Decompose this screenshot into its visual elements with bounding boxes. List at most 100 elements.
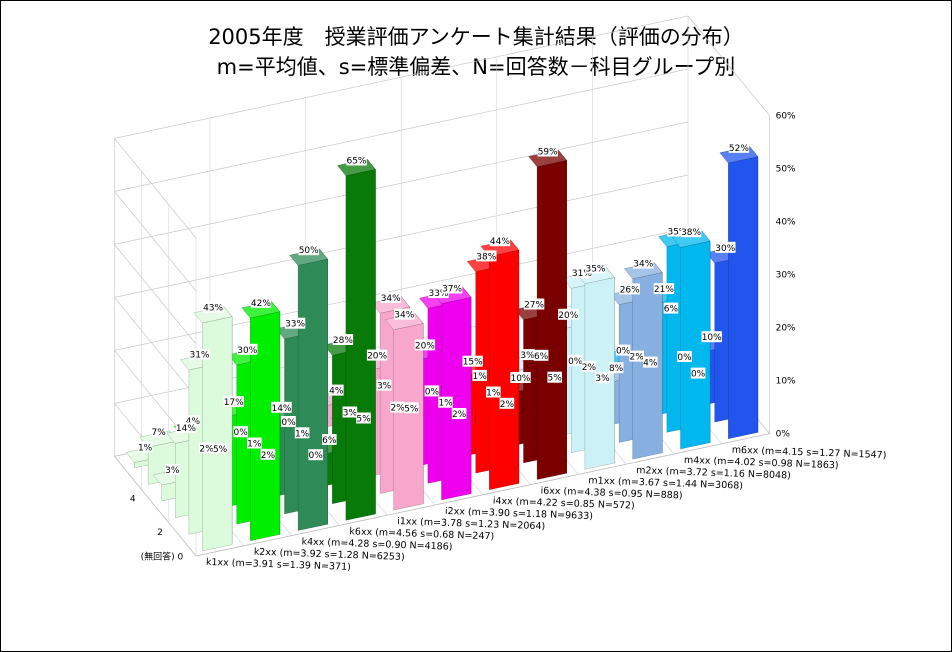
series-label: m2xx (m=3.72 s=1.16 N=8048) bbox=[636, 465, 791, 481]
data-label: 2% bbox=[500, 400, 515, 410]
series-label: k1xx (m=3.91 s=1.39 N=371) bbox=[206, 557, 351, 573]
bar bbox=[480, 239, 520, 490]
data-label-bg bbox=[284, 317, 306, 329]
data-label-bg bbox=[663, 302, 679, 314]
data-label-bg bbox=[537, 145, 558, 157]
data-label: 1% bbox=[138, 443, 153, 453]
bar-front bbox=[536, 160, 567, 480]
data-label-bg bbox=[298, 244, 319, 256]
data-label-bg bbox=[281, 416, 296, 427]
data-label-bg bbox=[390, 401, 405, 413]
bar-front bbox=[393, 323, 424, 511]
data-label-bg bbox=[175, 422, 197, 434]
series-label: m6xx (m=4.15 s=1.27 N=1547) bbox=[732, 445, 887, 461]
data-label: 3% bbox=[165, 466, 180, 476]
series-label: k4xx (m=4.28 s=0.90 N=4186) bbox=[301, 537, 452, 553]
data-label-bg bbox=[199, 442, 214, 454]
data-label: 65% bbox=[346, 157, 366, 167]
data-label: 2% bbox=[452, 410, 467, 420]
data-label: 26% bbox=[620, 285, 640, 295]
rating-tick-label: 2 bbox=[157, 528, 163, 538]
data-label-bg bbox=[510, 372, 531, 383]
data-label: 52% bbox=[729, 144, 749, 154]
data-label: 4% bbox=[643, 359, 658, 369]
data-label-bg bbox=[690, 367, 706, 379]
data-label-bg bbox=[547, 371, 562, 383]
chart-title: 2005年度 授業評価アンケート集計結果（評価の分布） m=平均値、s=標準偏差… bbox=[0, 22, 952, 82]
data-label-bg bbox=[202, 301, 224, 313]
data-label-bg bbox=[667, 225, 688, 237]
data-label-bg bbox=[271, 401, 292, 413]
data-label-bg bbox=[441, 282, 463, 294]
data-label: 6% bbox=[664, 305, 679, 315]
data-label: 0% bbox=[677, 353, 692, 363]
data-label: 14% bbox=[176, 424, 196, 434]
data-label: 59% bbox=[538, 148, 558, 158]
data-label: 31% bbox=[189, 351, 209, 361]
data-label-bg bbox=[376, 379, 392, 391]
data-label: 0% bbox=[234, 428, 249, 438]
data-label-bg bbox=[728, 141, 750, 153]
data-label: 3% bbox=[520, 351, 535, 361]
data-label-bg bbox=[346, 154, 367, 166]
data-label: 1% bbox=[295, 429, 310, 439]
data-label: 3% bbox=[343, 409, 358, 419]
data-label-bg bbox=[366, 349, 388, 361]
data-label: 2% bbox=[630, 353, 645, 363]
z-tick-label: 60% bbox=[776, 112, 796, 122]
z-tick-label: 10% bbox=[776, 377, 796, 387]
data-label-bg bbox=[260, 448, 276, 460]
data-label: 1% bbox=[486, 389, 501, 399]
data-label-bg bbox=[414, 339, 436, 351]
data-label: 20% bbox=[558, 311, 578, 321]
data-label: 0% bbox=[309, 451, 324, 461]
bar-front bbox=[728, 156, 759, 439]
data-label: 0% bbox=[568, 357, 583, 367]
data-label-bg bbox=[294, 427, 310, 439]
rating-tick-label: 4 bbox=[130, 495, 136, 505]
data-label-bg bbox=[428, 287, 449, 299]
data-label: 15% bbox=[463, 358, 483, 368]
data-label-bg bbox=[438, 396, 453, 408]
z-tick-label: 0% bbox=[776, 430, 791, 440]
data-label-bg bbox=[680, 226, 702, 238]
z-axis: 0% 10% 20% 30% 40% 50% 60% bbox=[776, 112, 796, 440]
data-label-bg bbox=[185, 415, 201, 427]
data-label-bg bbox=[247, 437, 262, 449]
data-label-bg bbox=[380, 292, 401, 303]
data-label: 14% bbox=[271, 404, 291, 414]
data-label: 37% bbox=[442, 285, 462, 295]
data-label: 5% bbox=[548, 374, 563, 384]
data-label-bg bbox=[404, 402, 419, 414]
data-label: 0% bbox=[616, 347, 631, 357]
data-label: 43% bbox=[203, 304, 223, 314]
data-label: 31% bbox=[572, 269, 592, 279]
data-label-bg bbox=[677, 351, 692, 362]
data-label: 0% bbox=[691, 370, 706, 380]
data-label-bg bbox=[329, 384, 344, 396]
data-label: 38% bbox=[681, 228, 701, 238]
data-label-bg bbox=[165, 463, 180, 475]
data-label: 0% bbox=[425, 387, 440, 397]
data-label-bg bbox=[472, 369, 487, 381]
series-label: k6xx (m=4.56 s=0.68 N=247) bbox=[349, 526, 494, 542]
data-label: 5% bbox=[356, 415, 371, 425]
data-label: 17% bbox=[224, 398, 244, 408]
data-label: 2% bbox=[199, 444, 214, 454]
data-label-bg bbox=[520, 349, 535, 361]
data-label: 30% bbox=[237, 346, 257, 356]
data-label-bg bbox=[462, 355, 483, 367]
data-label: 38% bbox=[476, 252, 496, 262]
data-label-bg bbox=[356, 412, 371, 424]
bar bbox=[671, 230, 711, 450]
bar-front bbox=[441, 297, 472, 501]
data-label-bg bbox=[223, 396, 244, 408]
data-label-bg bbox=[486, 386, 501, 398]
data-label-bg bbox=[715, 241, 736, 253]
data-label: 33% bbox=[285, 320, 305, 330]
data-label: 20% bbox=[415, 341, 435, 351]
side-wall-gridline bbox=[114, 456, 197, 557]
data-label-bg bbox=[608, 362, 624, 374]
data-label: 34% bbox=[394, 311, 414, 321]
